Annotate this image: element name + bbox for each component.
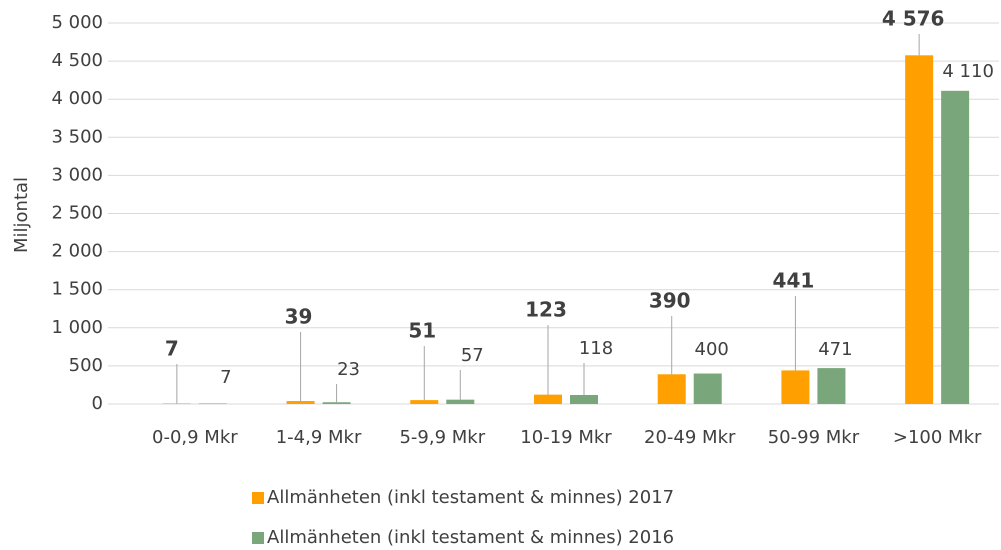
bar [162,403,191,404]
legend-swatch [252,492,264,504]
x-tick-label: 0-0,9 Mkr [152,427,238,448]
data-label: 390 [649,289,691,313]
y-tick-label: 3 500 [51,126,103,147]
data-label: 51 [408,319,436,343]
y-tick-label: 2 000 [51,241,103,262]
bar [286,401,315,404]
y-tick-label: 4 000 [51,88,103,109]
data-label: 118 [579,338,613,359]
bar [410,400,439,404]
bar [781,370,810,404]
y-axis-title: Miljontal [11,177,32,253]
bar [941,90,970,405]
y-tick-label: 1 000 [51,317,103,338]
x-tick-label: 20-49 Mkr [644,427,736,448]
legend-swatch [252,532,264,544]
data-label: 441 [773,269,815,293]
data-label: 7 [165,337,179,361]
y-tick-label: 1 500 [51,279,103,300]
y-tick-label: 3 000 [51,164,103,185]
data-label: 39 [285,305,313,329]
x-tick-label: 10-19 Mkr [520,427,612,448]
bar [905,55,934,404]
y-tick-label: 4 500 [51,50,103,71]
bar [446,399,475,404]
data-label: 123 [525,298,567,322]
bar [322,402,351,404]
data-label: 4 576 [882,7,945,31]
data-label: 400 [695,339,729,360]
data-label: 7 [220,367,231,388]
y-tick-label: 0 [92,393,103,414]
x-tick-label: >100 Mkr [893,427,982,448]
x-tick-label: 50-99 Mkr [768,427,860,448]
bar [817,368,846,404]
legend-label: Allmänheten (inkl testament & minnes) 20… [267,487,674,508]
legend-label: Allmänheten (inkl testament & minnes) 20… [267,527,674,548]
x-tick-label: 1-4,9 Mkr [276,427,362,448]
bar [693,373,722,404]
bar [570,395,598,404]
y-tick-label: 500 [69,355,103,376]
y-tick-label: 5 000 [51,12,103,33]
y-tick-label: 2 500 [51,203,103,224]
bar [657,374,686,404]
data-label: 471 [818,339,852,360]
bar [534,394,562,404]
data-label: 4 110 [942,61,994,82]
x-tick-label: 5-9,9 Mkr [399,427,485,448]
bar [198,403,227,404]
data-label: 23 [337,359,360,380]
data-label: 57 [461,345,484,366]
